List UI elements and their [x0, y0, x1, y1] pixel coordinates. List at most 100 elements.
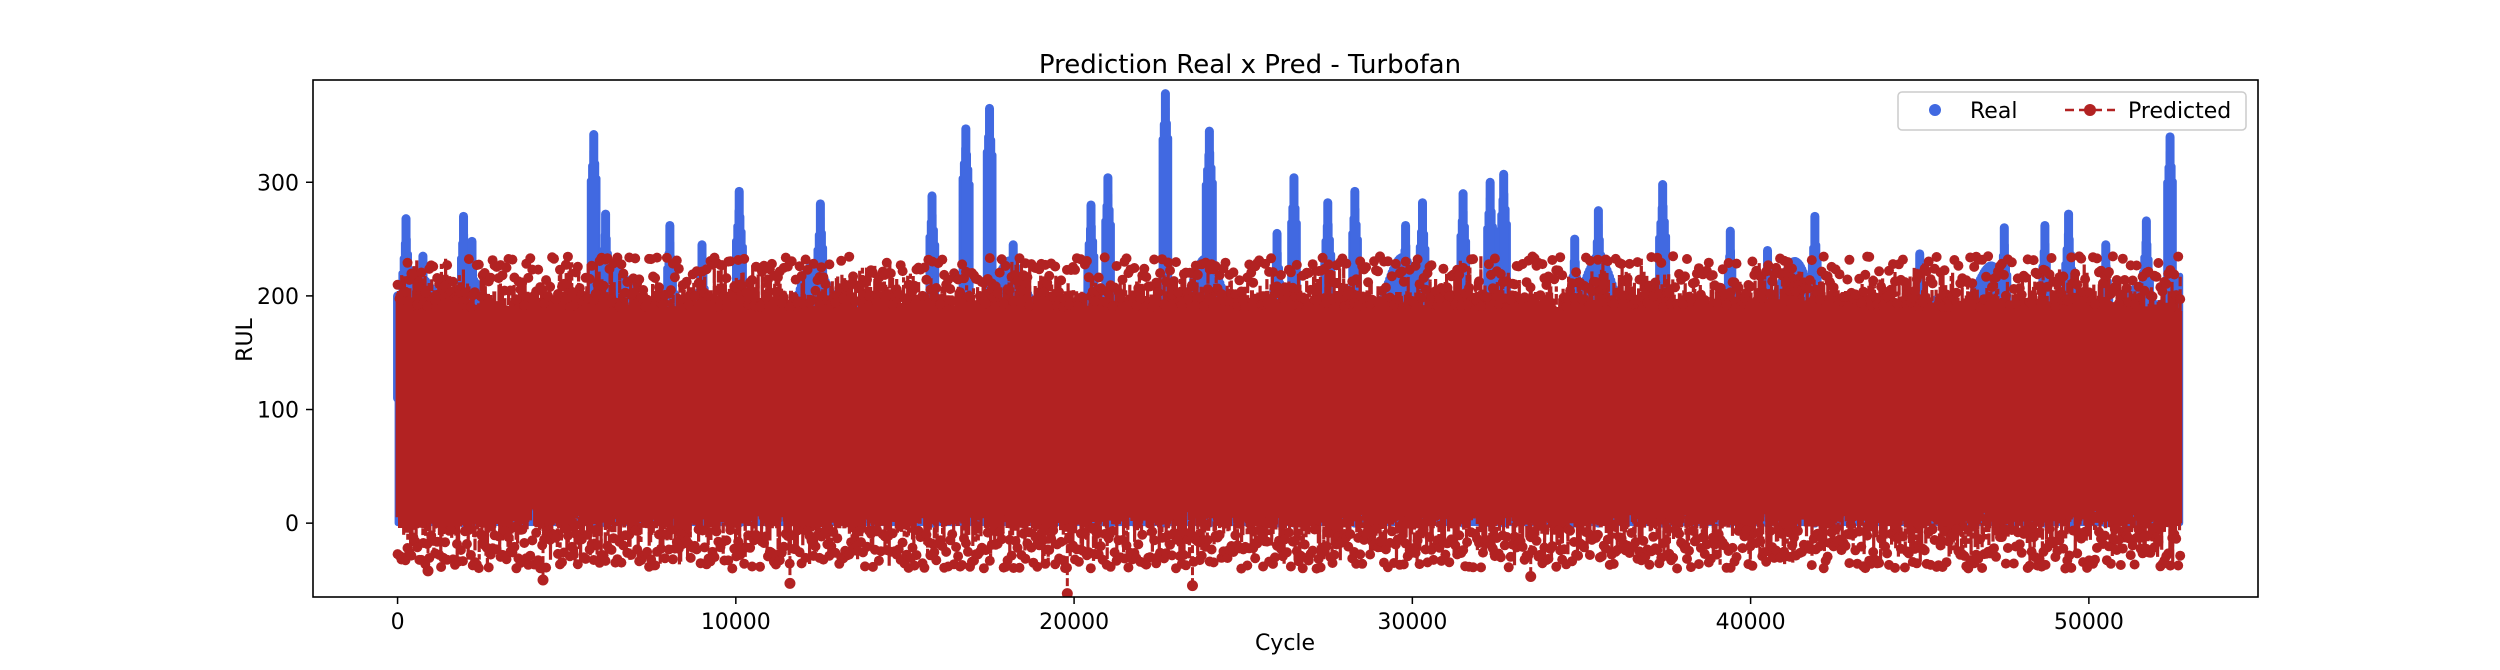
predicted-point: [1987, 282, 1997, 292]
predicted-point: [2125, 550, 2136, 561]
predicted-point: [1701, 539, 1712, 550]
predicted-point: [1382, 256, 1393, 267]
predicted-point: [1056, 536, 1067, 547]
predicted-point: [562, 530, 573, 541]
predicted-point: [1509, 279, 1520, 290]
predicted-point: [1644, 559, 1655, 570]
predicted-point: [1105, 561, 1116, 572]
predicted-point: [2010, 298, 2021, 309]
predicted-point: [1761, 556, 1772, 567]
predicted-point: [501, 262, 512, 273]
predicted-point: [1220, 257, 1231, 268]
predicted-point: [2028, 532, 2039, 543]
predicted-point: [1291, 259, 1302, 270]
predicted-point: [553, 289, 563, 299]
predicted-point: [1559, 544, 1570, 555]
predicted-point: [1283, 527, 1294, 538]
predicted-point: [2000, 558, 2011, 569]
predicted-point: [1830, 524, 1841, 535]
predicted-point: [929, 291, 940, 302]
predicted-point: [1860, 269, 1871, 280]
predicted-point: [1569, 292, 1580, 303]
predicted-point: [1107, 526, 1118, 536]
predicted-point: [616, 557, 627, 568]
predicted-point: [1392, 294, 1403, 305]
predicted-point: [1577, 294, 1587, 305]
predicted-point: [1882, 548, 1893, 559]
predicted-point: [2157, 286, 2168, 297]
predicted-point: [1363, 524, 1374, 535]
predicted-point: [1414, 559, 1425, 570]
predicted-point: [824, 259, 835, 270]
predicted-point: [2121, 283, 2132, 293]
predicted-point: [919, 262, 930, 273]
predicted-extreme: [422, 565, 434, 577]
predicted-point: [1230, 530, 1241, 541]
x-axis-label: Cycle: [1255, 631, 1315, 656]
predicted-point: [1434, 293, 1445, 304]
predicted-point: [2169, 269, 2180, 280]
predicted-point: [463, 254, 474, 265]
predicted-point: [836, 255, 847, 266]
predicted-point: [1596, 551, 1607, 562]
predicted-point: [984, 253, 995, 264]
predicted-extreme: [1186, 580, 1198, 592]
predicted-point: [1070, 264, 1080, 275]
predicted-point: [2070, 268, 2081, 279]
predicted-point: [709, 552, 720, 563]
predicted-point: [1444, 291, 1455, 302]
predicted-point: [2080, 274, 2091, 285]
predicted-point: [1802, 283, 1813, 294]
predicted-point: [1527, 545, 1538, 556]
predicted-point: [1658, 302, 1669, 313]
predicted-point: [1208, 557, 1219, 568]
predicted-point: [1874, 558, 1885, 568]
predicted-point: [1834, 269, 1845, 280]
predicted-point: [1444, 557, 1455, 568]
predicted-point: [911, 550, 922, 561]
predicted-point: [2076, 253, 2087, 264]
predicted-point: [1077, 292, 1088, 303]
y-tick-label: 0: [285, 512, 299, 537]
predicted-point: [2117, 253, 2128, 264]
predicted-point: [2165, 560, 2176, 571]
predicted-point: [461, 539, 472, 549]
predicted-point: [1103, 288, 1114, 299]
predicted-point: [1365, 549, 1376, 560]
predicted-point: [422, 301, 433, 312]
predicted-point: [1668, 251, 1679, 262]
predicted-point: [2161, 278, 2172, 289]
predicted-point: [1426, 260, 1437, 271]
predicted-point: [1073, 556, 1084, 567]
predicted-point: [1886, 284, 1896, 295]
predicted-point: [519, 300, 530, 311]
predicted-point: [697, 525, 708, 536]
predicted-point: [448, 276, 458, 287]
predicted-point: [1733, 282, 1744, 293]
predicted-extreme: [784, 577, 796, 589]
predicted-point: [537, 284, 548, 295]
predicted-point: [1640, 288, 1651, 299]
predicted-point: [572, 559, 583, 570]
predicted-point: [1652, 545, 1663, 556]
predicted-point: [509, 541, 520, 552]
predicted-point: [1868, 547, 1879, 557]
predicted-point: [1254, 525, 1265, 536]
predicted-point: [2066, 562, 2077, 573]
predicted-point: [721, 535, 732, 546]
predicted-point: [1169, 276, 1179, 287]
predicted-point: [1584, 550, 1595, 560]
series-predicted: [392, 251, 2186, 597]
predicted-point: [1289, 535, 1300, 546]
predicted-point: [1438, 263, 1449, 274]
predicted-point: [897, 266, 908, 277]
predicted-point: [1975, 302, 1986, 313]
predicted-point: [1741, 525, 1752, 536]
predicted-point: [1519, 292, 1530, 303]
predicted-point: [1454, 530, 1465, 541]
predicted-point: [1983, 251, 1994, 262]
predicted-point: [1353, 301, 1364, 312]
predicted-point: [2133, 524, 2144, 535]
predicted-point: [1139, 263, 1150, 274]
predicted-point: [998, 298, 1009, 309]
